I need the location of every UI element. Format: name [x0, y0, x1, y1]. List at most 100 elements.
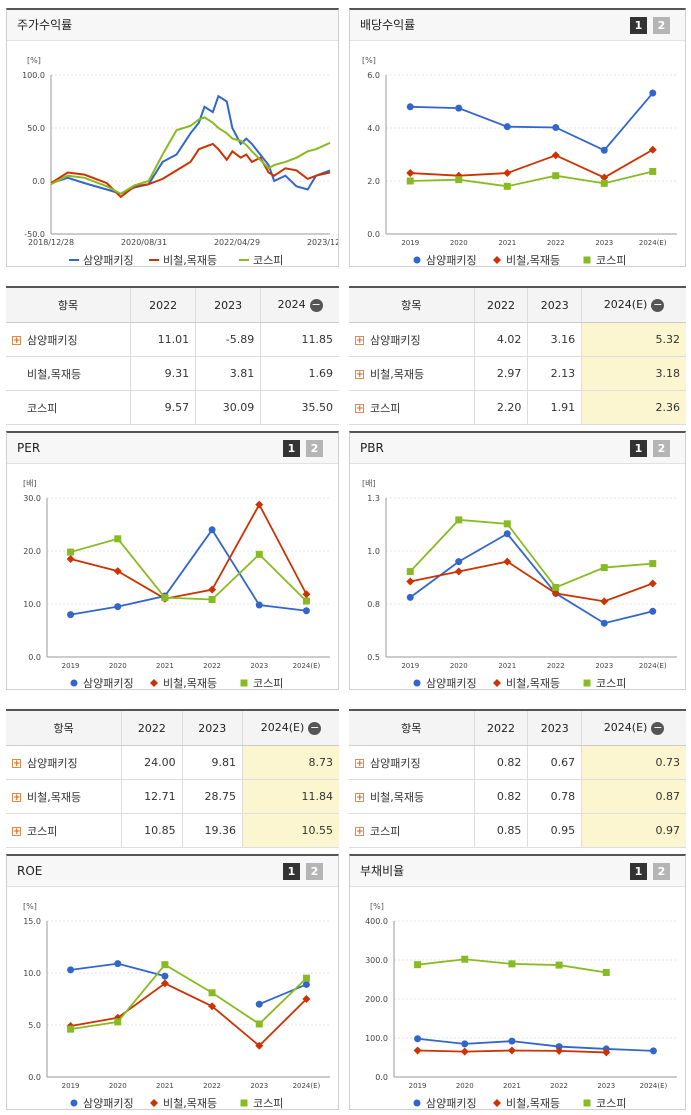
- x-tick-label: 2024(E): [293, 1082, 321, 1090]
- expand-icon[interactable]: +: [12, 336, 21, 346]
- series-line: [410, 560, 654, 603]
- table-row: + 코스피 0.85 0.95 0.97: [349, 813, 686, 848]
- header-2023: 2023: [195, 288, 261, 323]
- y-tick-label: 10.0: [23, 600, 41, 609]
- page-2-button[interactable]: 2: [653, 17, 670, 34]
- data-point: [583, 256, 591, 264]
- series-line: [50, 142, 331, 199]
- series-line: [410, 92, 654, 152]
- collapse-icon[interactable]: −: [651, 297, 665, 312]
- roe-panel: ROE 1 2 [%] 15.0 10.0 5.0 0.0 2019 2020 2021 202…: [6, 854, 339, 1110]
- data-point: [406, 568, 414, 576]
- x-tick-label: 2022: [203, 662, 221, 670]
- x-tick-label: 2020: [109, 1082, 127, 1090]
- data-point: [552, 123, 560, 131]
- row-label: 코스피: [370, 401, 401, 415]
- cell: 11.85: [260, 322, 339, 357]
- page-1-button[interactable]: 1: [283, 863, 300, 880]
- y-tick-label: 0.5: [367, 653, 380, 662]
- x-tick-label: 2023: [595, 662, 613, 670]
- series-line: [70, 963, 308, 1031]
- data-point: [302, 607, 310, 615]
- page-1-button[interactable]: 1: [630, 17, 647, 34]
- legend-label: 비철,목재등: [163, 677, 217, 690]
- page-2-button[interactable]: 2: [653, 440, 670, 457]
- cell: 0.87: [581, 779, 686, 814]
- cell: 12.71: [121, 779, 183, 814]
- expand-icon[interactable]: +: [12, 827, 21, 837]
- page-1-button[interactable]: 1: [630, 440, 647, 457]
- data-point: [302, 590, 311, 599]
- data-point: [66, 554, 75, 563]
- expand-icon[interactable]: +: [355, 404, 364, 414]
- data-point: [600, 179, 608, 187]
- page-2-button[interactable]: 2: [306, 440, 323, 457]
- data-point: [67, 611, 75, 619]
- data-point: [600, 597, 609, 606]
- header-2023: 2023: [527, 288, 582, 323]
- x-tick-label: 2019: [62, 662, 80, 670]
- stock-return-table: 항목 2022 2023 2024− + 삼양패키징 11.01 -5.89 11…: [6, 286, 339, 425]
- data-point: [302, 995, 311, 1003]
- row-label: 삼양패키징: [27, 333, 78, 347]
- data-point: [508, 1037, 516, 1045]
- x-tick-label: 2020: [450, 662, 468, 670]
- data-point: [493, 1099, 501, 1107]
- data-point: [113, 567, 122, 576]
- expand-icon[interactable]: +: [355, 793, 364, 803]
- data-point: [503, 182, 511, 190]
- cell: 0.97: [581, 813, 686, 848]
- header-2024e: 2024(E): [603, 298, 648, 312]
- cell: 9.81: [181, 745, 243, 780]
- y-tick-label: 0.0: [367, 230, 380, 239]
- data-point: [208, 595, 216, 603]
- collapse-icon[interactable]: −: [308, 720, 322, 735]
- expand-icon[interactable]: +: [355, 759, 364, 769]
- data-point: [551, 589, 560, 598]
- row-label: 삼양패키징: [370, 756, 421, 770]
- expand-icon[interactable]: +: [355, 370, 364, 380]
- collapse-icon[interactable]: −: [651, 720, 665, 735]
- cell: 30.09: [195, 390, 261, 425]
- page-2-button[interactable]: 2: [306, 863, 323, 880]
- data-point: [302, 597, 310, 605]
- page-2-button[interactable]: 2: [653, 863, 670, 880]
- cell: 0.85: [473, 813, 528, 848]
- data-point: [600, 173, 609, 182]
- cell: 2.36: [581, 390, 686, 425]
- header-2024: 2024: [277, 298, 306, 312]
- page-1-button[interactable]: 1: [630, 863, 647, 880]
- x-tick-label: 2021: [156, 662, 174, 670]
- per-chart: [배] 30.0 20.0 10.0 0.0 2019 2020 2021 2022 2023 20…: [23, 479, 330, 690]
- data-point: [240, 679, 248, 687]
- y-tick-label: 10.0: [23, 969, 41, 978]
- legend-label: 삼양패키징: [83, 254, 134, 267]
- expand-icon[interactable]: +: [355, 827, 364, 837]
- table-row: + 비철,목재등 0.82 0.78 0.87: [349, 779, 686, 814]
- data-point: [455, 516, 463, 524]
- x-tick-label: 2020: [109, 662, 127, 670]
- expand-icon[interactable]: +: [12, 759, 21, 769]
- data-point: [255, 1000, 263, 1008]
- header-item: 항목: [349, 288, 475, 323]
- series-line: [70, 502, 308, 600]
- pbr-panel: PBR 1 2 [배] 1.3 1.0 0.8 0.5 2019 2020 2021 2022 2…: [349, 431, 686, 690]
- y-unit-label: [배]: [362, 479, 376, 488]
- row-label: 비철,목재등: [27, 367, 82, 381]
- data-point: [414, 961, 422, 969]
- expand-icon[interactable]: +: [355, 336, 364, 346]
- x-tick-label: 2019: [401, 239, 419, 247]
- page-1-button[interactable]: 1: [283, 440, 300, 457]
- header-2023: 2023: [527, 711, 582, 746]
- cell: 5.32: [581, 322, 686, 357]
- collapse-icon[interactable]: −: [309, 297, 323, 312]
- y-tick-label: 0.0: [32, 177, 45, 186]
- y-unit-label: [%]: [362, 56, 376, 65]
- y-tick-label: 20.0: [23, 547, 41, 556]
- dividend-panel: 배당수익률 1 2 [%] 6.0 4.0 2.0 0.0 2019 2020 2021 202…: [349, 8, 686, 267]
- expand-icon[interactable]: +: [12, 793, 21, 803]
- dividend-chart: [%] 6.0 4.0 2.0 0.0 2019 2020 2021 2022 2023 2024(…: [362, 56, 677, 267]
- legend-label: 삼양패키징: [426, 1097, 477, 1110]
- debt-ratio-panel: 부채비율 1 2 [%] 400.0 300.0 200.0 100.0 0.0 2019 2…: [349, 854, 686, 1110]
